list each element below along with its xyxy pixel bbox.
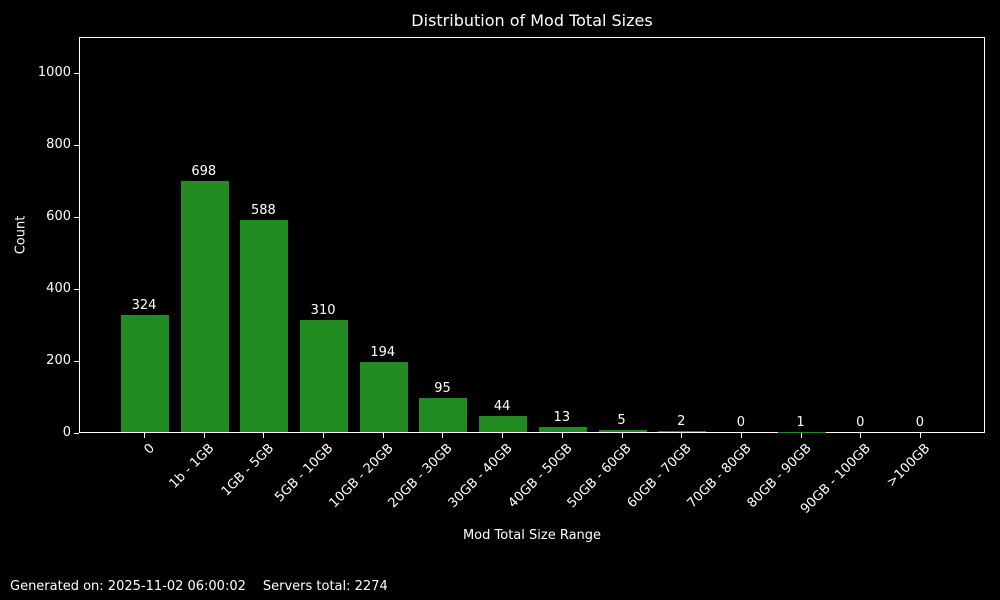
bar-value-label: 5	[617, 413, 626, 429]
x-axis-label: Mod Total Size Range	[462, 528, 602, 543]
footer: Generated on: 2025-11-02 06:00:02 Server…	[10, 579, 388, 594]
x-tick-label-text: 0	[141, 441, 158, 458]
x-axis-tick	[323, 433, 325, 438]
x-axis-tick	[263, 433, 265, 438]
bar	[121, 315, 169, 432]
x-tick-label-text: 1GB - 5GB	[218, 441, 278, 500]
plot-area	[79, 37, 985, 433]
bar	[240, 220, 288, 432]
x-axis-tick	[203, 433, 205, 438]
bar	[599, 430, 647, 432]
y-axis-tick	[74, 432, 79, 434]
x-axis-tick	[502, 433, 504, 438]
y-tick-label: 800	[46, 137, 71, 152]
x-axis-tick	[740, 433, 742, 438]
bar	[419, 397, 467, 432]
y-tick-label: 600	[46, 209, 71, 224]
y-axis-tick	[74, 216, 79, 218]
y-axis-tick	[74, 288, 79, 290]
bar-value-label: 13	[553, 410, 571, 426]
bar-value-label: 310	[310, 303, 336, 319]
y-axis-tick	[74, 360, 79, 362]
bar	[360, 362, 408, 432]
bar-value-label: 588	[251, 203, 276, 219]
bar	[300, 320, 348, 432]
x-axis-tick	[681, 433, 683, 438]
bar-value-label: 0	[736, 415, 746, 430]
y-axis-label-text: Count	[13, 215, 29, 255]
bar	[539, 427, 587, 432]
x-axis-tick	[860, 433, 862, 438]
y-tick-label: 1000	[37, 65, 71, 80]
x-axis-tick	[561, 433, 563, 438]
x-axis-tick	[442, 433, 444, 438]
bar-value-label: 1	[796, 414, 805, 430]
bar-value-label: 95	[434, 380, 451, 396]
bar	[479, 416, 527, 432]
chart-title: Distribution of Mod Total Sizes	[411, 11, 653, 30]
y-axis-tick	[74, 72, 79, 74]
bar-value-label: 44	[493, 399, 511, 415]
bar	[181, 180, 229, 432]
generated-timestamp: Generated on: 2025-11-02 06:00:02	[10, 579, 246, 594]
y-tick-label: 0	[62, 425, 71, 440]
servers-total: Servers total: 2274	[262, 579, 388, 594]
x-axis-tick	[144, 433, 146, 438]
bar-value-label: 698	[191, 163, 217, 179]
y-axis-tick	[74, 144, 79, 146]
x-tick-label-text: 1b - 1GB	[166, 441, 218, 492]
x-axis-tick	[919, 433, 921, 438]
bar	[658, 431, 706, 432]
x-tick-label-text: >100GB	[884, 441, 934, 491]
bar-value-label: 324	[131, 298, 157, 314]
y-tick-label: 200	[46, 353, 71, 368]
bar-value-label: 0	[915, 415, 925, 430]
bar-value-label: 0	[856, 415, 865, 430]
y-tick-label: 400	[46, 281, 71, 296]
x-tick-label-text: 5GB - 10GB	[272, 441, 337, 506]
x-axis-tick	[621, 433, 623, 438]
bar-value-label: 2	[677, 414, 686, 430]
bar-value-label: 194	[370, 345, 396, 361]
x-axis-tick	[800, 433, 802, 438]
x-axis-tick	[382, 433, 384, 438]
